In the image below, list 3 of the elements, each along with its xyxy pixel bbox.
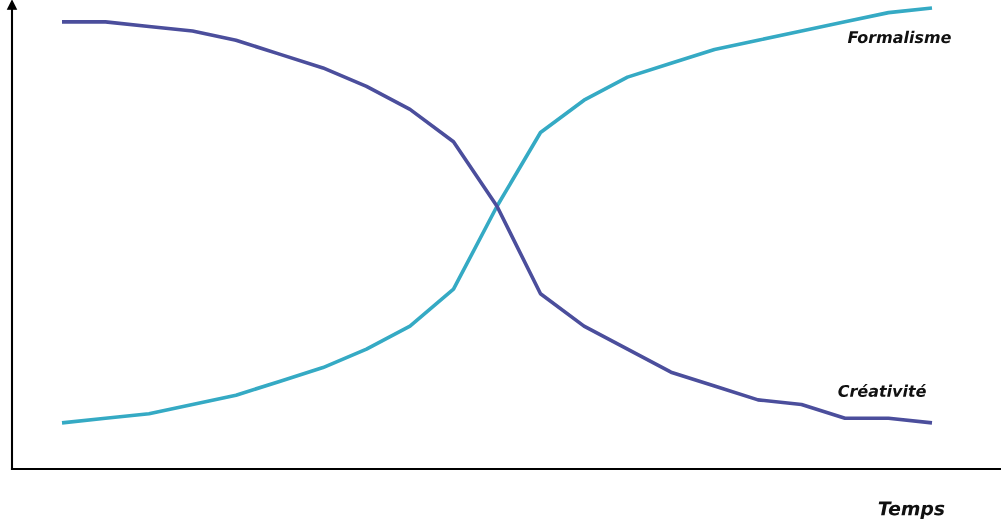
series-label: Créativité (838, 383, 926, 397)
series-label: Formalisme (847, 30, 951, 44)
x-axis-title: Temps (878, 501, 945, 520)
